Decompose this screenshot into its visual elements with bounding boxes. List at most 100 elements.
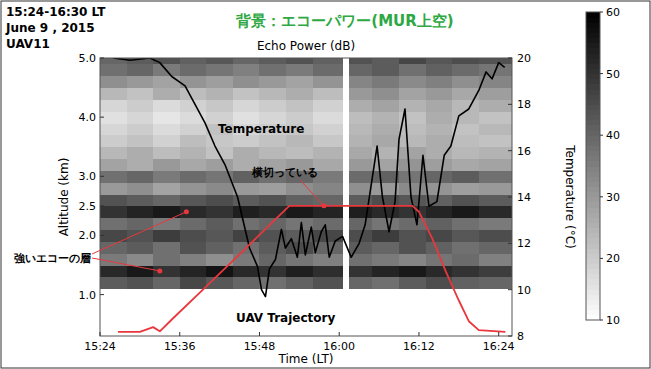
echo-cell: [479, 159, 512, 171]
x-tick-label: 16:12: [403, 340, 435, 353]
echo-cell: [233, 147, 260, 159]
colorbar-strip: [586, 140, 600, 146]
echo-cell: [372, 64, 399, 76]
echo-cell: [259, 241, 286, 253]
echo-cell: [479, 182, 512, 194]
echo-cell: [286, 206, 313, 218]
echo-cell: [233, 265, 260, 277]
echo-cell: [426, 76, 453, 88]
echo-cell: [233, 99, 260, 111]
annotation-leader: [92, 258, 160, 271]
echo-cell: [153, 170, 180, 182]
x-tick: [498, 332, 499, 336]
echo-cell: [286, 253, 313, 265]
echo-cell: [206, 182, 233, 194]
echo-cell: [206, 99, 233, 111]
echo-cell: [452, 99, 479, 111]
echo-cell: [372, 99, 399, 111]
echo-cell: [206, 159, 233, 171]
annotation-point: [157, 268, 162, 273]
x-tick-label: 15:24: [84, 340, 116, 353]
annotation-text: 強いエコーの層: [14, 252, 91, 265]
echo-cell: [349, 206, 373, 218]
y-tick: [100, 294, 104, 295]
echo-cell: [426, 58, 453, 64]
echo-cell: [349, 241, 373, 253]
echo-cell: [372, 170, 399, 182]
x-tick: [418, 332, 419, 336]
colorbar-strip: [586, 63, 600, 69]
colorbar-tick: [600, 135, 603, 136]
x-tick: [259, 332, 260, 336]
colorbar-strip: [586, 212, 600, 218]
echo-cell: [180, 76, 207, 88]
echo-cell: [127, 147, 154, 159]
echo-cell: [206, 76, 233, 88]
temperature-line: [113, 58, 504, 297]
echo-cell: [180, 206, 207, 218]
colorbar-strip: [586, 310, 600, 316]
echo-cell: [127, 241, 154, 253]
y2-tick-label: 16: [517, 145, 531, 158]
echo-cell: [313, 253, 343, 265]
echo-cell: [180, 135, 207, 147]
x-tick-label: 15:48: [244, 340, 276, 353]
colorbar-strip: [586, 289, 600, 295]
echo-cell: [479, 253, 512, 265]
y2-tick: [508, 243, 512, 244]
echo-cell: [206, 241, 233, 253]
echo-cell: [127, 170, 154, 182]
echo-cell: [313, 123, 343, 135]
echo-cell: [180, 253, 207, 265]
echo-cell: [426, 265, 453, 277]
echo-cell: [313, 88, 343, 100]
echo-cell: [399, 277, 426, 289]
echo-cell: [426, 99, 453, 111]
echo-cell: [180, 241, 207, 253]
colorbar-strip: [586, 89, 600, 95]
echo-cell: [100, 206, 127, 218]
echo-cell: [259, 182, 286, 194]
echo-cell: [399, 241, 426, 253]
echo-cell: [349, 265, 373, 277]
plot-frame: [100, 58, 512, 336]
colorbar-strip: [586, 274, 600, 280]
echo-cell: [100, 64, 127, 76]
y2-tick-label: 10: [517, 284, 531, 297]
echo-cell: [100, 241, 127, 253]
echo-cell: [127, 99, 154, 111]
echo-cell: [349, 135, 373, 147]
echo-cell: [372, 58, 399, 64]
echo-cell: [452, 135, 479, 147]
colorbar-strip: [586, 181, 600, 187]
y-tick-label: 2.5: [79, 200, 97, 213]
echo-cell: [153, 182, 180, 194]
echo-cell: [259, 58, 286, 64]
echo-cell: [233, 206, 260, 218]
colorbar-tick-label: 40: [606, 129, 620, 142]
echo-cell: [452, 111, 479, 123]
trajectory-line: [118, 206, 505, 332]
echo-cell: [286, 182, 313, 194]
echo-cell: [372, 159, 399, 171]
echo-cell: [153, 135, 180, 147]
echo-cell: [127, 277, 154, 289]
echo-cell: [127, 253, 154, 265]
echo-cell: [233, 58, 260, 64]
echo-cell: [399, 99, 426, 111]
echo-cell: [100, 88, 127, 100]
echo-cell: [180, 265, 207, 277]
colorbar-strip: [586, 27, 600, 33]
echo-cell: [452, 64, 479, 76]
echo-cell: [206, 88, 233, 100]
colorbar-strip: [586, 120, 600, 126]
echo-cell: [479, 123, 512, 135]
echo-cell: [286, 194, 313, 206]
echo-cell: [100, 159, 127, 171]
echo-cell: [426, 88, 453, 100]
echo-cell: [180, 277, 207, 289]
echo-cell: [452, 218, 479, 230]
echo-cell: [372, 76, 399, 88]
echo-cell: [153, 241, 180, 253]
echo-cell: [479, 135, 512, 147]
